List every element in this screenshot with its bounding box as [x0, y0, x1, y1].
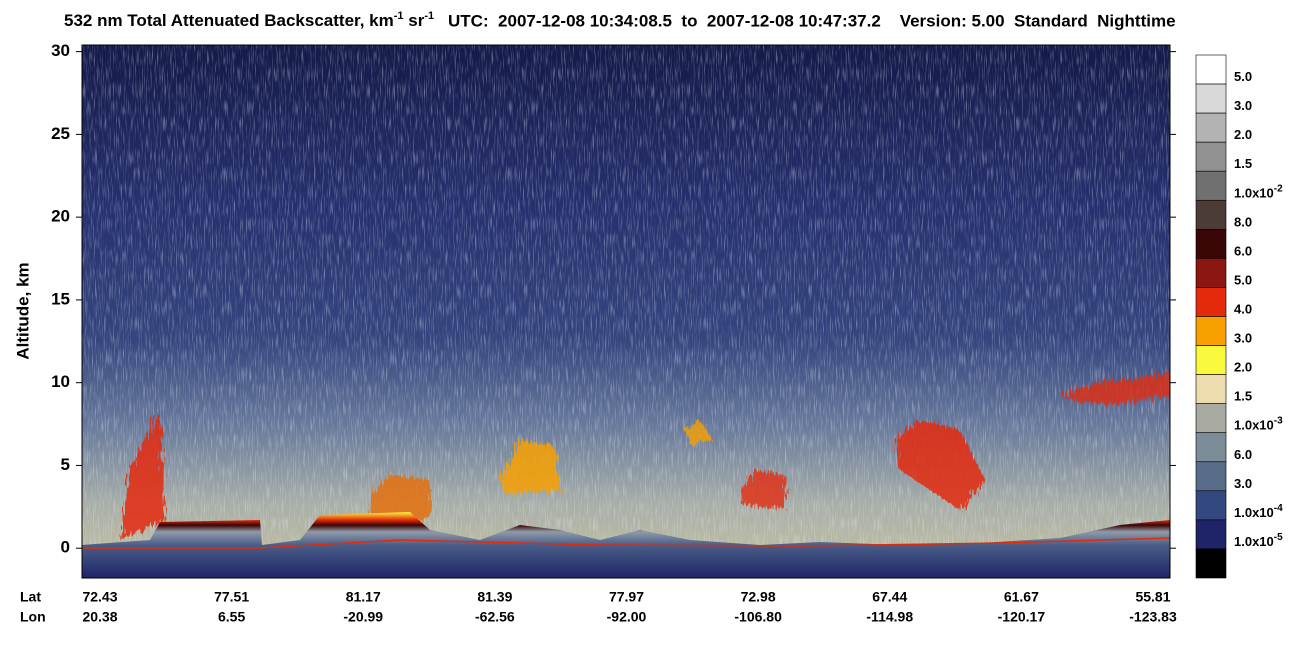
colorbar-label-text: 2.0 [1234, 128, 1252, 143]
colorbar-label: 3.0 [1234, 99, 1252, 114]
x-tick-label: -114.98 [866, 609, 913, 625]
x-row-name: Lat [20, 589, 41, 605]
colorbar-label-exp: -5 [1274, 532, 1283, 543]
y-axis-label: Altitude, km [13, 262, 32, 359]
colorbar-label-text: 1.0x10 [1234, 534, 1274, 549]
colorbar-label: 2.0 [1234, 360, 1252, 375]
colorbar-swatch [1195, 141, 1227, 172]
colorbar-label: 6.0 [1234, 447, 1252, 462]
colorbar-label: 3.0 [1234, 331, 1252, 346]
colorbar-swatch [1195, 287, 1227, 317]
colorbar-label-text: 3.0 [1234, 476, 1252, 491]
plot-frame [81, 44, 1171, 579]
x-tick-label: -123.83 [1129, 609, 1177, 625]
colorbar-label-text: 1.5 [1234, 389, 1252, 404]
colorbar-swatch [1195, 316, 1227, 346]
x-tick-label: 67.44 [872, 589, 907, 605]
colorbar-label-text: 3.0 [1234, 99, 1252, 114]
y-tick-label: 15 [51, 289, 70, 308]
x-tick-label: -120.17 [998, 609, 1046, 625]
colorbar-label: 6.0 [1234, 244, 1252, 259]
colorbar-swatch [1195, 112, 1227, 143]
colorbar-label-text: 5.0 [1234, 69, 1252, 84]
x-tick-label: -62.56 [475, 609, 515, 625]
y-tick-label: 30 [51, 41, 70, 60]
colorbar-swatch [1195, 548, 1227, 579]
colorbar-label-exp: -2 [1274, 183, 1283, 194]
y-tick-label: 25 [51, 124, 70, 143]
colorbar-label: 1.0x10-2 [1234, 183, 1283, 201]
chart-title: 532 nm Total Attenuated Backscatter, km-… [64, 10, 434, 31]
colorbar-label: 2.0 [1234, 128, 1252, 143]
chart-subtitle: UTC: 2007-12-08 10:34:08.5 to 2007-12-08… [448, 11, 1176, 30]
x-tick-label: 55.81 [1135, 589, 1170, 605]
colorbar-label: 1.0x10-3 [1234, 415, 1283, 433]
colorbar-label: 1.0x10-5 [1234, 532, 1283, 550]
colorbar-swatch [1195, 54, 1227, 85]
colorbar-swatch [1195, 229, 1227, 259]
colorbar-label-text: 6.0 [1234, 244, 1252, 259]
colorbar-swatch [1195, 519, 1227, 550]
x-tick-label: 81.39 [477, 589, 512, 605]
colorbar-label: 1.0x10-4 [1234, 503, 1283, 521]
x-tick-label: 77.51 [214, 589, 249, 605]
colorbar-swatch [1195, 258, 1227, 288]
x-tick-label: 20.38 [82, 609, 117, 625]
colorbar-swatch [1195, 403, 1227, 434]
colorbar-swatch [1195, 432, 1227, 463]
colorbar-swatch [1195, 345, 1227, 375]
x-tick-label: 72.98 [741, 589, 776, 605]
colorbar-label-text: 1.0x10 [1234, 186, 1274, 201]
colorbar-label: 1.5 [1234, 157, 1252, 172]
colorbar-label: 5.0 [1234, 69, 1252, 84]
y-tick-label: 20 [51, 207, 70, 226]
x-tick-label: -92.00 [607, 609, 647, 625]
x-tick-label: 72.43 [82, 589, 117, 605]
colorbar-swatch [1195, 490, 1227, 521]
colorbar-label-exp: -3 [1274, 415, 1283, 426]
y-tick-label: 10 [51, 372, 70, 391]
x-tick-label: 77.97 [609, 589, 644, 605]
x-tick-label: 81.17 [346, 589, 381, 605]
x-tick-label: 6.55 [218, 609, 245, 625]
colorbar-label: 8.0 [1234, 215, 1252, 230]
colorbar-label: 5.0 [1234, 273, 1252, 288]
colorbar-swatch [1195, 83, 1227, 114]
colorbar-label-text: 1.0x10 [1234, 505, 1274, 520]
colorbar-label-exp: -4 [1274, 503, 1283, 514]
colorbar-swatch [1195, 374, 1227, 404]
x-tick-label: 61.67 [1004, 589, 1039, 605]
y-tick-label: 5 [61, 455, 70, 474]
colorbar-label-text: 2.0 [1234, 360, 1252, 375]
colorbar-label-text: 1.0x10 [1234, 418, 1274, 433]
colorbar-label-text: 6.0 [1234, 447, 1252, 462]
colorbar-label-text: 4.0 [1234, 302, 1252, 317]
colorbar-label: 4.0 [1234, 302, 1252, 317]
x-tick-label: -20.99 [343, 609, 383, 625]
y-tick-label: 0 [61, 538, 70, 557]
colorbar-label: 1.5 [1234, 389, 1252, 404]
x-row-name: Lon [20, 609, 46, 625]
x-tick-label: -106.80 [734, 609, 782, 625]
colorbar-swatch [1195, 461, 1227, 492]
curtain-image [82, 45, 1170, 578]
colorbar-label-text: 8.0 [1234, 215, 1252, 230]
colorbar-label-text: 3.0 [1234, 331, 1252, 346]
colorbar-label: 3.0 [1234, 476, 1252, 491]
colorbar-label-text: 1.5 [1234, 157, 1252, 172]
colorbar-swatch [1195, 199, 1227, 230]
colorbar-swatch [1195, 170, 1227, 201]
colorbar-label-text: 5.0 [1234, 273, 1252, 288]
